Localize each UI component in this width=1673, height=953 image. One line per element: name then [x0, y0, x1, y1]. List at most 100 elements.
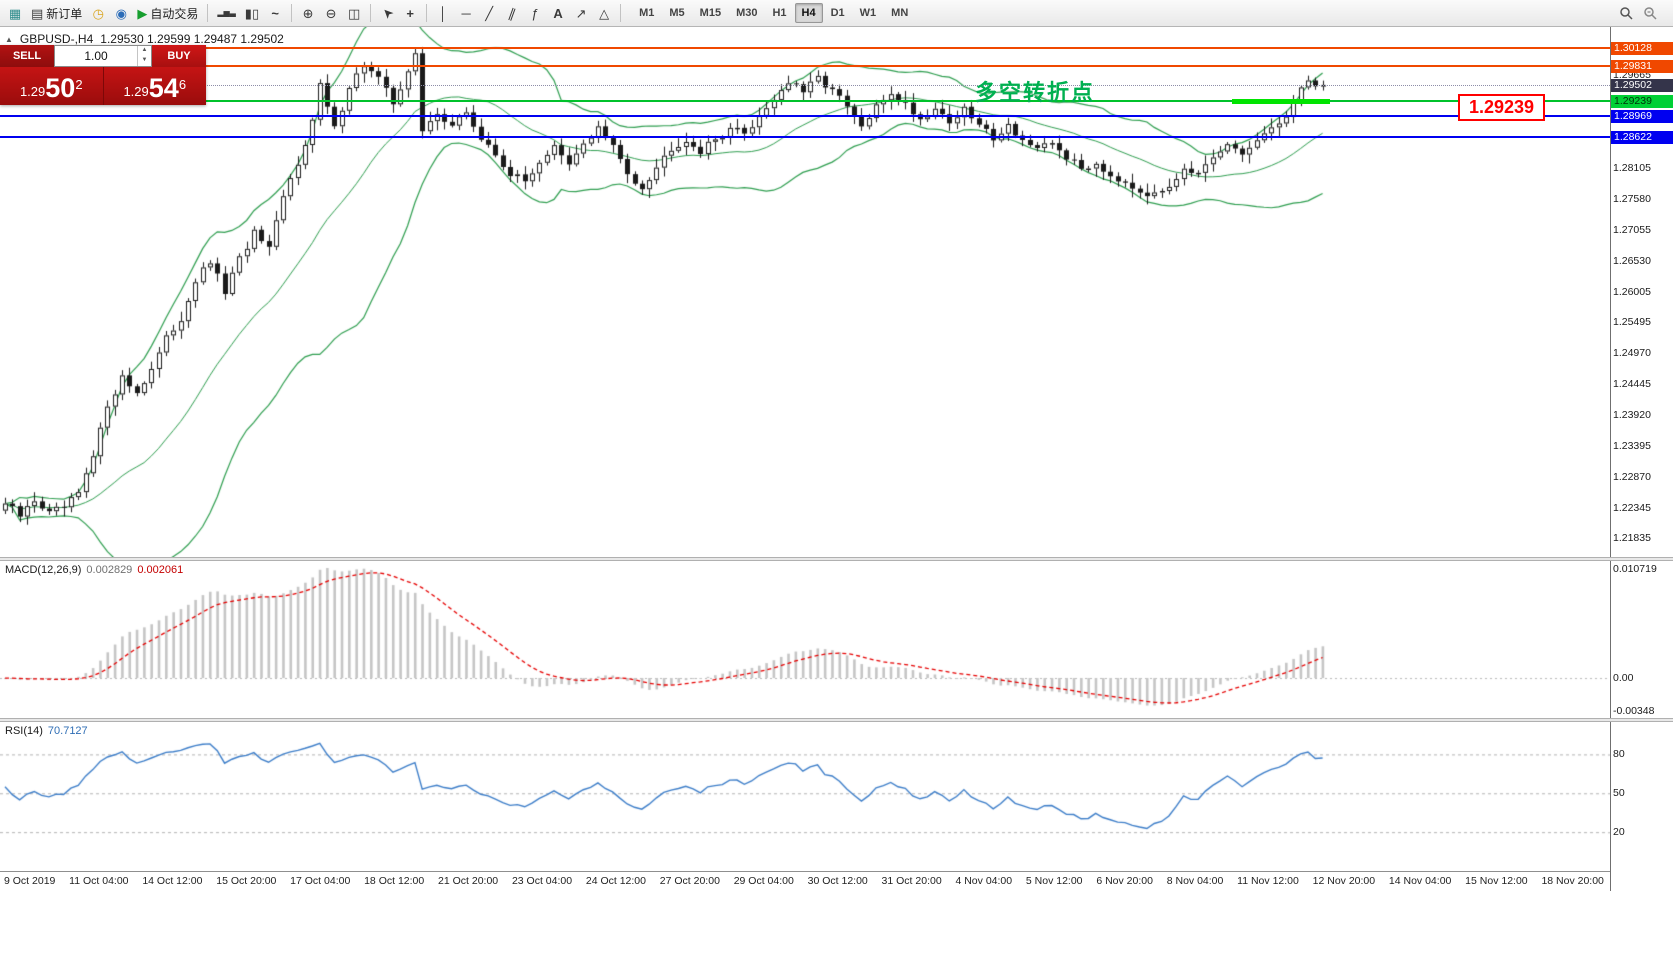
support-line-1[interactable]: [0, 115, 1610, 118]
macd-panel: MACD(12,26,9) 0.002829 0.002061: [0, 561, 1610, 718]
buy-price-button[interactable]: 1.29 54 6: [102, 67, 206, 105]
time-axis-label: 15 Nov 12:00: [1465, 875, 1528, 887]
macd-axis-min-label: -0.00348: [1613, 705, 1655, 717]
toolbar-separator: [370, 4, 372, 22]
chart-title-row: ▲ GBPUSD-,H4 1.29530 1.29599 1.29487 1.2…: [5, 32, 284, 46]
toolbar-right-group: [1615, 2, 1669, 24]
rsi-canvas[interactable]: [0, 722, 1610, 871]
macd-axis-max-label: 0.010719: [1613, 563, 1657, 575]
main-toolbar: ▦ ▤ 新订单 ◷ ◉ ▶: [0, 0, 1673, 27]
price-level-label: 1.28969: [1611, 110, 1673, 124]
candlestick-mode-icon[interactable]: ▮▯: [241, 2, 263, 24]
market-watch-icon[interactable]: ◷: [87, 2, 109, 24]
toolbar-separator: [291, 4, 293, 22]
line-chart-mode-icon[interactable]: ~: [264, 2, 286, 24]
price-level-label: 1.29831: [1611, 59, 1673, 73]
trade-panel-top-row: SELL 1.00 ▲ ▼ BUY: [0, 45, 206, 67]
volume-field[interactable]: 1.00 ▲ ▼: [54, 45, 152, 67]
navigator-icon[interactable]: ◉: [110, 2, 132, 24]
price-axis[interactable]: 1.29665 1.28105 1.27580 1.27055 1.26530 1.260…: [1610, 27, 1673, 891]
support-zone-highlight[interactable]: [1231, 98, 1330, 104]
macd-canvas[interactable]: [0, 561, 1610, 718]
time-axis-label: 11 Nov 12:00: [1237, 875, 1299, 887]
zoom-in-icon[interactable]: ⊕: [297, 2, 319, 24]
sell-button[interactable]: SELL: [0, 45, 54, 67]
bull-bear-turning-point-annotation[interactable]: 多空转折点: [975, 80, 1096, 105]
timeframe-button[interactable]: MN: [884, 3, 915, 23]
arrow-tool-icon[interactable]: ↗: [570, 2, 592, 24]
rsi-level-label: 50: [1613, 787, 1625, 800]
price-axis-label: 1.22345: [1613, 501, 1651, 514]
new-chart-icon[interactable]: ▦: [4, 2, 26, 24]
price-axis-label: 1.23395: [1613, 439, 1651, 452]
timeframe-button[interactable]: M5: [662, 3, 691, 23]
time-axis-label: 23 Oct 04:00: [511, 875, 573, 887]
bar-chart-mode-icon[interactable]: ▂▅▃: [213, 2, 239, 24]
time-axis-label: 18 Oct 12:00: [364, 875, 425, 887]
time-axis-label: 24 Oct 12:00: [585, 875, 646, 887]
price-level-label: 1.28622: [1611, 130, 1673, 144]
auto-trading-button[interactable]: ▶ 自动交易: [133, 2, 202, 24]
timeframe-group: M1 M5 M15 M30 H1 H4: [632, 3, 915, 23]
price-chart-panel: ▲ GBPUSD-,H4 1.29530 1.29599 1.29487 1.2…: [0, 27, 1610, 557]
price-canvas[interactable]: [0, 27, 1610, 557]
price-axis-label: 1.21835: [1613, 532, 1651, 544]
timeframe-button[interactable]: M30: [729, 3, 764, 23]
crosshair-icon[interactable]: +: [399, 2, 421, 24]
panel-splitter[interactable]: [0, 718, 1673, 722]
symbol-search-icon[interactable]: [1639, 2, 1661, 24]
price-axis-label: 1.23920: [1613, 408, 1651, 421]
time-axis-label: 9 Oct 2019: [4, 875, 56, 887]
price-axis-label: 1.25495: [1613, 315, 1651, 328]
time-axis-label: 5 Nov 12:00: [1025, 875, 1083, 887]
panel-splitter[interactable]: [0, 557, 1673, 561]
toolbar-buttons-group: ▦ ▤ 新订单 ◷ ◉ ▶: [4, 2, 625, 24]
toolbar-separator: [426, 4, 428, 22]
zoom-out-icon[interactable]: ⊖: [320, 2, 342, 24]
time-axis-label: 14 Nov 04:00: [1388, 875, 1452, 887]
text-tool-icon[interactable]: A: [547, 2, 569, 24]
sell-price-button[interactable]: 1.29 50 2: [0, 67, 103, 105]
resistance-line-1[interactable]: [0, 47, 1610, 49]
buy-button[interactable]: BUY: [152, 45, 206, 67]
channel-icon[interactable]: ∥: [501, 2, 523, 24]
one-click-collapse-icon[interactable]: ▲: [5, 34, 13, 44]
magnifier-icon[interactable]: [1615, 2, 1637, 24]
trendline-icon[interactable]: ╱: [478, 2, 500, 24]
time-axis[interactable]: 9 Oct 2019 11 Oct 04:00 14 Oct 12:00 15 …: [0, 871, 1610, 891]
time-axis-label: 11 Oct 04:00: [69, 875, 129, 887]
pivot-support-line[interactable]: [0, 99, 1610, 102]
volume-increase-button[interactable]: ▲: [141, 47, 148, 53]
timeframe-button[interactable]: D1: [824, 3, 852, 23]
price-level-label: 1.30128: [1611, 42, 1673, 55]
support-line-2[interactable]: [0, 135, 1610, 138]
time-axis-label: 12 Nov 20:00: [1312, 875, 1376, 887]
vertical-line-icon[interactable]: │: [432, 2, 454, 24]
fibonacci-icon[interactable]: ƒ: [524, 2, 546, 24]
time-axis-label: 17 Oct 04:00: [290, 875, 351, 887]
time-axis-label: 4 Nov 04:00: [955, 875, 1013, 887]
current-price-label: 1.29502: [1611, 78, 1673, 92]
timeframe-button[interactable]: H4: [794, 3, 823, 23]
new-order-button[interactable]: ▤ 新订单: [27, 2, 86, 24]
price-axis-label: 1.27055: [1613, 223, 1651, 236]
timeframe-button[interactable]: H1: [765, 3, 793, 23]
timeframe-button[interactable]: M15: [693, 3, 728, 23]
volume-decrease-button[interactable]: ▼: [141, 57, 148, 63]
cursor-icon[interactable]: ➤: [377, 3, 397, 23]
resistance-line-2[interactable]: [0, 64, 1610, 67]
horizontal-line-icon[interactable]: ─: [455, 2, 477, 24]
timeframe-button[interactable]: W1: [853, 3, 884, 23]
tile-windows-icon[interactable]: ◫: [343, 2, 365, 24]
timeframe-button[interactable]: M1: [632, 3, 661, 23]
ohlc-values: 1.29530 1.29599 1.29487 1.29502: [100, 32, 284, 46]
volume-value[interactable]: 1.00: [84, 49, 108, 63]
rsi-label: RSI(14) 70.7127: [5, 725, 88, 737]
price-axis-label: 1.22870: [1613, 470, 1651, 483]
shapes-tool-icon[interactable]: △: [593, 2, 615, 24]
macd-label: MACD(12,26,9) 0.002829 0.002061: [5, 564, 184, 576]
current-price-line: [0, 84, 1610, 86]
price-callout-box[interactable]: 1.29239: [1458, 93, 1546, 121]
time-axis-label: 30 Oct 12:00: [807, 875, 868, 887]
